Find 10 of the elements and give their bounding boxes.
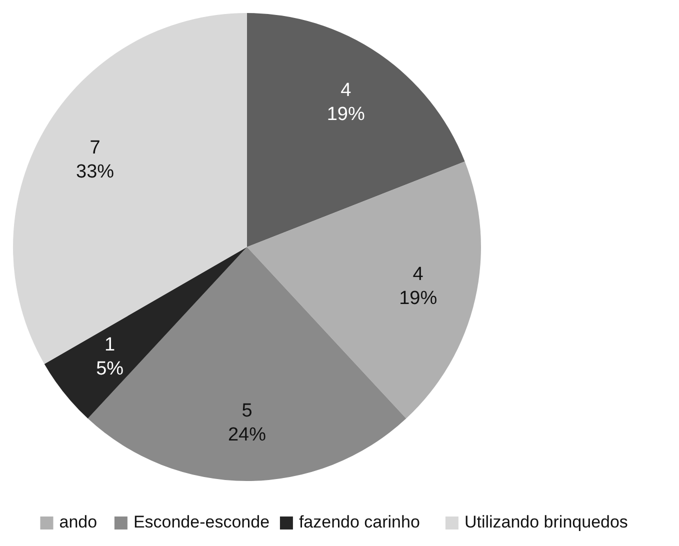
data-label: 5 24% <box>228 400 266 446</box>
data-label: 1 5% <box>96 334 124 380</box>
legend-label: fazendo carinho <box>298 512 420 532</box>
data-label: 7 33% <box>76 137 114 182</box>
pie-slice <box>247 13 465 247</box>
legend-label: Utilizando brinquedos <box>464 512 628 532</box>
data-label: 4 19% <box>399 264 438 310</box>
legend-label: Esconde-esconde <box>133 512 270 532</box>
legend-label: ando <box>59 512 98 532</box>
data-label: 4 19% <box>326 80 365 126</box>
